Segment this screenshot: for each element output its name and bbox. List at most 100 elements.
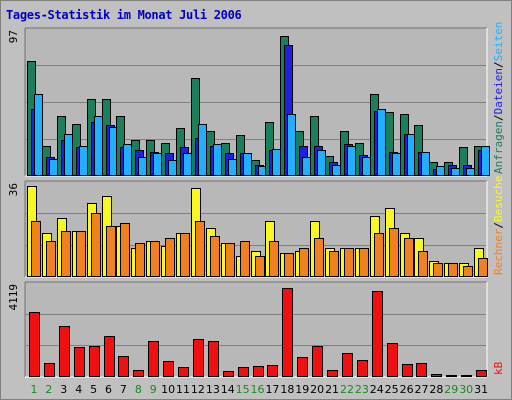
bar-seiten-day-2 [49, 159, 58, 176]
bar-seiten-day-14 [228, 159, 237, 176]
bar-rechner-day-15 [240, 241, 250, 277]
panel-0-ymax-label: 97 [7, 30, 20, 43]
bar-rechner-day-6 [106, 226, 116, 277]
bar-seiten-day-12 [198, 124, 207, 176]
bar-rechner-day-8 [135, 243, 145, 277]
bar-rechner-day-7 [120, 223, 130, 277]
legend-segment: Besuche [492, 176, 505, 222]
bar-kb-day-2 [44, 363, 55, 377]
bar-rechner-day-10 [165, 238, 175, 277]
x-tick-label-day-15: 15 [236, 383, 250, 396]
x-tick-label-day-14: 14 [221, 383, 235, 396]
bar-kb-day-14 [223, 371, 234, 377]
page-title: Tages-Statistik im Monat Juli 2006 [6, 8, 242, 22]
x-tick-label-day-20: 20 [310, 383, 324, 396]
bar-seiten-day-31 [481, 146, 490, 176]
bar-kb-day-23 [357, 360, 368, 377]
bar-seiten-day-24 [377, 109, 386, 176]
bar-kb-day-28 [431, 374, 442, 377]
x-tick-label-day-31: 31 [474, 383, 488, 396]
bar-seiten-day-3 [64, 134, 73, 176]
bar-kb-day-8 [133, 370, 144, 377]
bar-kb-day-12 [193, 339, 204, 377]
bar-rechner-day-3 [61, 231, 71, 277]
bar-seiten-day-28 [436, 166, 445, 176]
bar-rechner-day-13 [210, 236, 220, 277]
bar-rechner-day-18 [284, 253, 294, 277]
bar-rechner-day-1 [31, 221, 41, 277]
x-tick-label-day-3: 3 [60, 383, 67, 396]
bar-rechner-day-22 [344, 248, 354, 277]
x-tick-label-day-30: 30 [459, 383, 473, 396]
x-tick-label-day-17: 17 [265, 383, 279, 396]
bar-seiten-day-5 [94, 116, 103, 176]
x-tick-label-day-29: 29 [444, 383, 458, 396]
bar-rechner-day-31 [478, 258, 488, 277]
bar-kb-day-10 [163, 361, 174, 377]
x-tick-label-day-26: 26 [400, 383, 414, 396]
legend-segment: Seiten [492, 22, 505, 62]
bar-rechner-day-19 [299, 248, 309, 277]
bar-kb-day-30 [461, 375, 472, 377]
bar-rechner-day-4 [76, 231, 86, 277]
bar-rechner-day-29 [448, 263, 458, 277]
bar-kb-day-29 [446, 375, 457, 377]
bar-rechner-day-27 [418, 251, 428, 277]
x-tick-label-day-25: 25 [385, 383, 399, 396]
bar-seiten-day-29 [451, 168, 460, 176]
bar-seiten-day-19 [302, 157, 311, 176]
x-tick-label-day-24: 24 [370, 383, 384, 396]
bar-rechner-day-25 [389, 228, 399, 277]
bar-kb-day-19 [297, 357, 308, 377]
bar-kb-day-22 [342, 353, 353, 377]
x-tick-label-day-7: 7 [120, 383, 127, 396]
bar-rechner-day-11 [180, 233, 190, 277]
x-tick-label-day-5: 5 [90, 383, 97, 396]
panel-1-legend: Rechner/Besuche [492, 176, 505, 275]
bar-rechner-day-9 [150, 241, 160, 277]
bar-seiten-day-9 [153, 153, 162, 176]
bar-seiten-day-23 [362, 157, 371, 176]
bar-kb-day-16 [253, 366, 264, 377]
bar-seiten-day-10 [168, 160, 177, 176]
panel-0-legend: Anfragen/Dateien/Seiten [492, 22, 505, 174]
x-tick-label-day-28: 28 [429, 383, 443, 396]
legend-segment: kB [492, 361, 505, 375]
bar-rechner-day-20 [314, 238, 324, 277]
x-tick-label-day-8: 8 [135, 383, 142, 396]
bar-kb-day-17 [267, 365, 278, 377]
x-tick-label-day-21: 21 [325, 383, 339, 396]
bar-rechner-day-28 [433, 263, 443, 277]
panel-2-ymax-label: 4119 [7, 284, 20, 311]
bar-seiten-day-13 [213, 144, 222, 176]
legend-segment: / [492, 114, 505, 121]
bar-kb-day-24 [372, 291, 383, 377]
legend-segment: / [492, 61, 505, 68]
panel-2-background [25, 282, 487, 377]
bar-kb-day-6 [104, 336, 115, 377]
bar-kb-day-31 [476, 370, 487, 377]
x-tick-label-day-13: 13 [206, 383, 220, 396]
legend-segment: Anfragen [492, 121, 505, 174]
panel-2-legend: kB [492, 361, 505, 375]
bar-rechner-day-12 [195, 221, 205, 277]
x-tick-label-day-6: 6 [105, 383, 112, 396]
bar-rechner-day-16 [255, 256, 265, 277]
bar-rechner-day-5 [91, 213, 101, 277]
bar-kb-day-21 [327, 370, 338, 377]
x-tick-label-day-10: 10 [161, 383, 175, 396]
panel-1-ymax-label: 36 [7, 183, 20, 196]
bar-kb-day-20 [312, 346, 323, 377]
x-tick-label-day-1: 1 [31, 383, 38, 396]
bar-kb-day-5 [89, 346, 100, 377]
bar-kb-day-27 [416, 363, 427, 377]
bar-kb-day-1 [29, 312, 40, 377]
bar-kb-day-3 [59, 326, 70, 377]
x-tick-label-day-12: 12 [191, 383, 205, 396]
bar-rechner-day-14 [225, 243, 235, 277]
bar-seiten-day-1 [34, 94, 43, 176]
bar-kb-day-9 [148, 341, 159, 377]
bar-seiten-day-8 [138, 157, 147, 176]
bar-seiten-day-27 [421, 152, 430, 176]
bar-kb-day-18 [282, 288, 293, 377]
